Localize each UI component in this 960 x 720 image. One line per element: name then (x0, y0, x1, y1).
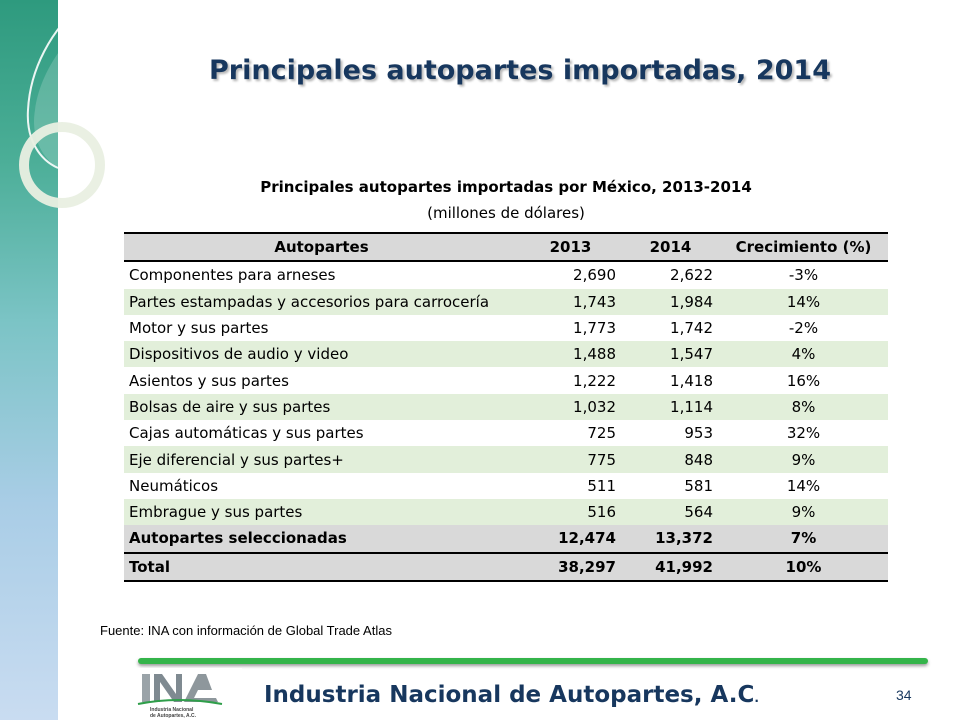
table-row: Cajas automáticas y sus partes 725 953 3… (124, 420, 888, 447)
table-subtitle: (millones de dólares) (427, 204, 585, 222)
row-label: Dispositivos de audio y video (129, 345, 349, 364)
row-growth: -2% (788, 319, 819, 338)
row-growth: 4% (791, 345, 816, 364)
row-value-2014: 2,622 (670, 266, 713, 285)
logo-caption-line1: Industria Nacional (150, 707, 194, 713)
row-label: Total (129, 557, 170, 576)
logo-caption-line2: de Autopartes, A.C. (150, 713, 197, 719)
row-value-2013: 1,743 (573, 292, 616, 311)
imports-table: Autopartes 2013 2014 Crecimiento (%) Com… (124, 232, 888, 582)
row-value-2014: 1,547 (670, 345, 713, 364)
row-value-2013: 2,690 (573, 266, 616, 285)
header-2014: 2014 (649, 238, 692, 257)
table-row: Dispositivos de audio y video 1,488 1,54… (124, 341, 888, 368)
row-value-2014: 953 (684, 424, 713, 443)
row-label: Componentes para arneses (129, 266, 336, 285)
ina-logo-icon (118, 668, 242, 720)
table-row: Componentes para arneses 2,690 2,622 -3% (124, 261, 888, 289)
row-growth: 9% (791, 503, 816, 522)
footer-accent-bar (138, 658, 928, 664)
logo-caption: Industria Nacional de Autopartes, A.C. (150, 707, 222, 719)
row-label: Asientos y sus partes (129, 371, 289, 390)
row-growth: 14% (786, 292, 821, 311)
row-value-2014: 1,114 (670, 397, 713, 416)
header-2013: 2013 (549, 238, 592, 257)
row-label: Partes estampadas y accesorios para carr… (129, 292, 490, 311)
row-label: Cajas automáticas y sus partes (129, 424, 364, 443)
row-growth: 7% (790, 529, 817, 548)
row-value-2013: 38,297 (558, 557, 616, 576)
table-row: Asientos y sus partes 1,222 1,418 16% (124, 367, 888, 394)
row-value-2014: 1,418 (670, 371, 713, 390)
organization-name: Industria Nacional de Autopartes, A.C. (264, 682, 759, 708)
row-value-2014: 1,984 (670, 292, 713, 311)
row-value-2013: 1,222 (573, 371, 616, 390)
row-value-2013: 1,032 (573, 397, 616, 416)
row-growth: 16% (786, 371, 821, 390)
row-label: Eje diferencial y sus partes+ (129, 450, 344, 469)
decorative-rings-icon (19, 0, 110, 208)
row-growth: 9% (791, 450, 816, 469)
row-growth: 8% (791, 397, 816, 416)
table-header-row: Autopartes 2013 2014 Crecimiento (%) (124, 233, 888, 262)
table-row: Eje diferencial y sus partes+ 775 848 9% (124, 446, 888, 473)
header-growth: Crecimiento (%) (735, 238, 872, 257)
organization-name-text: Industria Nacional de Autopartes, A.C (264, 682, 755, 708)
row-growth: 32% (786, 424, 821, 443)
row-label: Bolsas de aire y sus partes (129, 397, 331, 416)
table-title: Principales autopartes importadas por Mé… (260, 178, 752, 196)
row-value-2013: 725 (587, 424, 616, 443)
row-value-2013: 1,773 (573, 319, 616, 338)
table-row: Partes estampadas y accesorios para carr… (124, 288, 888, 315)
row-value-2014: 581 (684, 476, 713, 495)
row-value-2014: 13,372 (655, 529, 713, 548)
organization-name-dot: . (754, 691, 759, 705)
row-value-2013: 511 (587, 476, 616, 495)
total-row: Total 38,297 41,992 10% (124, 552, 888, 581)
row-value-2013: 775 (587, 450, 616, 469)
row-value-2013: 12,474 (558, 529, 616, 548)
row-value-2014: 41,992 (655, 557, 713, 576)
table-row: Bolsas de aire y sus partes 1,032 1,114 … (124, 393, 888, 421)
row-growth: 10% (785, 557, 822, 576)
slide-title: Principales autopartes importadas, 2014 (208, 55, 831, 86)
row-value-2014: 848 (684, 450, 713, 469)
row-growth: 14% (786, 476, 821, 495)
row-label: Embrague y sus partes (129, 503, 303, 522)
selected-subtotal-row: Autopartes seleccionadas 12,474 13,372 7… (124, 525, 888, 553)
row-label: Autopartes seleccionadas (129, 529, 347, 548)
table-row: Embrague y sus partes 516 564 9% (124, 498, 888, 526)
row-value-2013: 516 (587, 503, 616, 522)
row-value-2014: 1,742 (670, 319, 713, 338)
header-autopartes: Autopartes (274, 238, 369, 257)
row-value-2013: 1,488 (573, 345, 616, 364)
table-row: Neumáticos 511 581 14% (124, 472, 888, 499)
row-value-2014: 564 (684, 503, 713, 522)
row-growth: -3% (788, 266, 819, 285)
table-row: Motor y sus partes 1,773 1,742 -2% (124, 314, 888, 342)
row-label: Motor y sus partes (129, 319, 269, 338)
side-decoration-strip (0, 0, 58, 720)
row-label: Neumáticos (129, 476, 219, 495)
page-number: 34 (896, 687, 912, 703)
source-note: Fuente: INA con información de Global Tr… (100, 623, 392, 638)
